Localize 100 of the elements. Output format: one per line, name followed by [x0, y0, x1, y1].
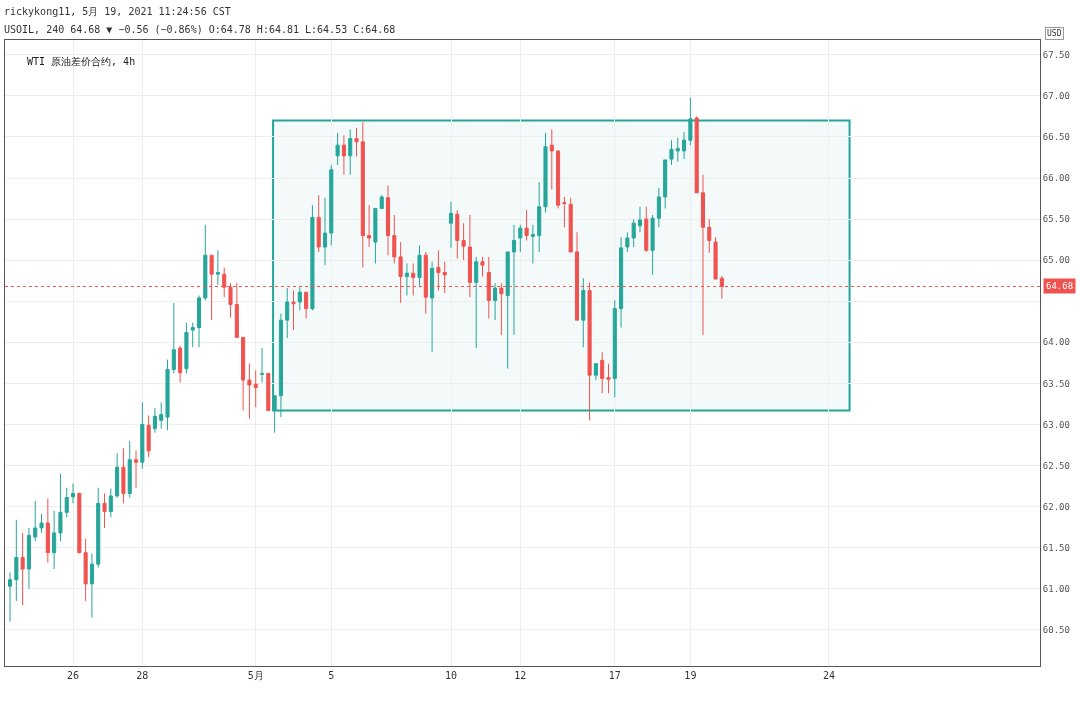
candlestick [511, 224, 517, 336]
candlestick [133, 450, 139, 489]
candlestick [354, 127, 359, 158]
candlestick [524, 209, 529, 241]
candlestick [385, 184, 391, 256]
text: rickykong11, 5月 19, 2021 11:24:56 CST [4, 6, 231, 17]
candlestick [45, 497, 50, 563]
candlestick [593, 363, 598, 381]
candlestick [587, 281, 592, 421]
x-tick-label: 12 [514, 670, 527, 681]
candlestick [8, 571, 13, 623]
candlestick [360, 121, 365, 269]
candlestick [165, 359, 170, 431]
candlestick [417, 244, 422, 288]
candlestick [310, 204, 315, 311]
candlestick [474, 256, 479, 349]
candlestick [574, 231, 580, 321]
candlestick [455, 209, 460, 260]
candlestick [297, 286, 302, 311]
x-tick-label: 10 [444, 670, 458, 681]
x-tick-label: 5 [328, 670, 335, 681]
candlestick [612, 299, 617, 398]
candlestick [58, 473, 63, 542]
candlestick [241, 336, 246, 412]
candlestick [329, 164, 334, 246]
y-tick-label: 61.00 [1042, 583, 1070, 594]
y-tick-label: 62.00 [1042, 501, 1070, 512]
candlestick [146, 414, 151, 458]
candlestick [322, 197, 328, 266]
candlestick [556, 150, 561, 209]
candlestick [266, 372, 271, 412]
candlestick [549, 129, 554, 191]
candlestick [675, 137, 680, 163]
candlestick [379, 194, 384, 209]
candlestick [178, 345, 183, 384]
candlestick [700, 174, 706, 336]
candlestick [562, 196, 567, 228]
candlestick [341, 134, 346, 176]
candlestick [140, 401, 145, 470]
candlestick [127, 440, 132, 499]
candlestick [663, 159, 668, 209]
candlestick [423, 251, 428, 315]
candlestick [707, 218, 712, 254]
candlestick [348, 129, 353, 176]
ref-line-label: 64.68 [1046, 281, 1074, 291]
candlestick [89, 552, 94, 619]
candlestick [619, 236, 624, 329]
candlestick [537, 181, 542, 253]
y-tick-label: 64.00 [1042, 337, 1070, 348]
candlestick [272, 395, 277, 434]
candlestick [713, 236, 718, 280]
candlestick [335, 132, 340, 166]
candlestick [184, 322, 189, 375]
text: WTI 原油差价合约, 4h [27, 55, 136, 67]
candlestick [159, 401, 164, 430]
y-axis-title: USD [1047, 29, 1062, 38]
y-tick-label: 67.50 [1042, 49, 1070, 60]
candlestick [442, 261, 447, 294]
x-tick-label: 24 [822, 670, 835, 681]
candlestick [530, 224, 535, 264]
candlestick [543, 132, 548, 214]
candlestick [518, 224, 523, 253]
candlestick [568, 197, 573, 253]
candlestick [209, 254, 214, 321]
candlestick [467, 214, 472, 298]
candlestick [669, 139, 674, 166]
y-tick-label: 60.50 [1042, 625, 1070, 635]
x-tick-label: 26 [67, 670, 80, 681]
y-tick-label: 66.00 [1042, 173, 1070, 184]
candlestick [505, 251, 510, 370]
candlestick [247, 363, 252, 420]
candlestick [499, 282, 504, 336]
candlestick [152, 407, 157, 434]
candlestick [373, 207, 378, 264]
candlestick [411, 262, 416, 296]
candlestick [600, 351, 605, 394]
candlestick [102, 492, 107, 529]
candlestick [486, 256, 491, 319]
y-tick-label: 62.50 [1042, 460, 1070, 471]
candlestick [14, 519, 19, 602]
candlestick [70, 483, 76, 504]
candlestick [719, 275, 724, 300]
candlestick [461, 222, 466, 261]
candlestick [285, 287, 290, 339]
candlestick [108, 488, 113, 518]
candlestick [228, 282, 233, 319]
candlestick [436, 249, 441, 292]
candlestick [222, 267, 227, 298]
x-tick-label: 28 [136, 670, 149, 681]
candlestick [637, 206, 643, 233]
candlestick [291, 290, 296, 331]
candlestick [33, 500, 38, 542]
candlestick [606, 363, 611, 394]
x-tick-label: 5月 [247, 670, 264, 681]
x-tick-label: 19 [684, 670, 697, 681]
candlestick [448, 201, 454, 249]
y-tick-label: 65.50 [1042, 214, 1070, 225]
y-tick-label: 63.00 [1042, 419, 1070, 430]
candlestick [493, 282, 498, 321]
x-tick-label: 17 [608, 670, 621, 681]
